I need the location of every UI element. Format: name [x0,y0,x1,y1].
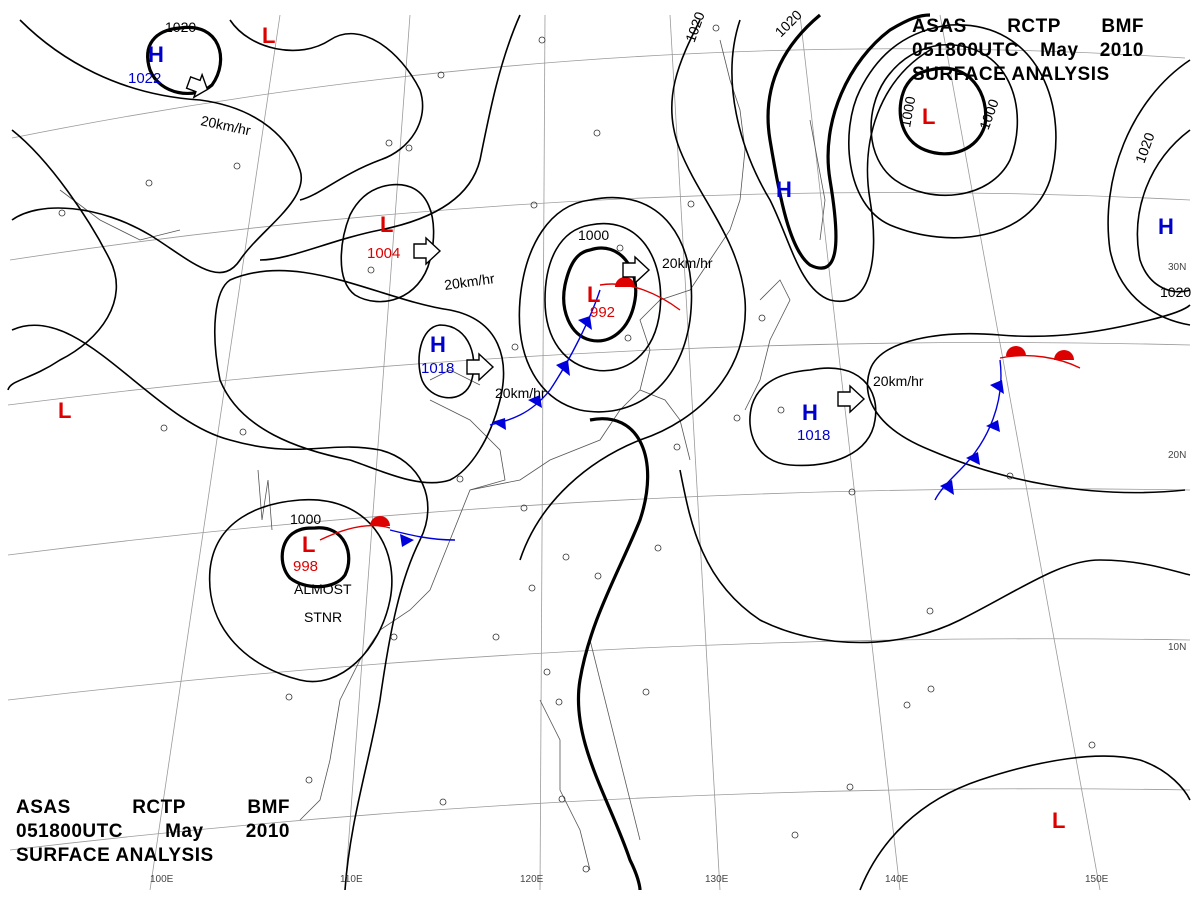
pressure-value: 1004 [367,245,400,262]
low-center: L [922,104,935,129]
title-line-2: 051800UTC May 2010 [16,820,290,844]
isobar-label: 1000 [290,511,321,527]
movement-label: 20km/hr [199,112,252,138]
isobars [7,13,1191,891]
title-code: RCTP [132,797,186,818]
lat-label: 30N [1168,262,1186,273]
title-code: BMF [1101,16,1144,37]
isobar-label: 1020 [682,9,708,44]
cold-front-triangle [400,534,414,547]
title-line-3: SURFACE ANALYSIS [16,845,214,866]
high-center: H [148,42,164,67]
title-month: May [1040,40,1079,61]
title-code: BMF [247,797,290,818]
high-center: H [430,332,446,357]
title-line-1: ASAS RCTP BMF [912,15,1144,39]
warm-front-bump [370,516,390,526]
lon-labels: 100E 110E 120E 130E 140E 150E [150,874,1109,885]
title-month: May [165,821,204,842]
coastlines [59,39,826,871]
cold-front-triangle [940,480,954,495]
cold-front-triangle [986,420,1000,432]
isobar-label: 1020 [1160,284,1191,300]
pressure-value: 1018 [797,427,830,444]
low-center: L [262,23,275,48]
cold-front-triangle [578,316,592,330]
low-center: L [1052,808,1065,833]
isobar-label: 1020 [165,19,196,35]
lon-label: 130E [705,874,729,885]
isobar-label: 1000 [976,97,1002,132]
pressure-value: 1018 [421,360,454,377]
movement-label: 20km/hr [495,385,546,401]
station-markers [58,24,1096,873]
pressure-systems: H 1022 L L 1004 H 1018 L 992 L H H H 101… [58,23,1174,833]
title-time: 051800UTC [16,821,123,842]
title-block-top-right: ASAS RCTP BMF 051800UTC May 2010 SURFACE… [912,15,1144,87]
movement-arrows [185,72,866,414]
title-year: 2010 [245,821,290,842]
lon-label: 120E [520,874,544,885]
warm-front-bump [1054,350,1074,360]
isobar-label: 1020 [1132,130,1158,165]
title-year: 2010 [1099,40,1144,61]
low-center: L [380,212,393,237]
movement-label: 20km/hr [443,270,496,293]
almost-stationary-note: ALMOST STNR [294,581,352,625]
movement-label: 20km/hr [873,373,924,389]
isobar-label: 1000 [897,95,918,129]
lat-label: 20N [1168,450,1186,461]
lon-label: 140E [885,874,909,885]
cold-front-triangle [492,418,506,430]
title-line-2: 051800UTC May 2010 [912,39,1144,63]
cold-front-triangle [966,452,980,465]
cold-front-triangle [556,360,570,376]
movement-label: 20km/hr [662,255,713,271]
cold-front-triangle [990,380,1004,394]
pressure-value: 1022 [128,70,161,87]
warm-front-bump [1006,346,1026,356]
graticule [7,14,1191,891]
isobar-label: 1000 [578,227,609,243]
low-center: L [58,398,71,423]
low-center: L [587,282,600,307]
title-line-3: SURFACE ANALYSIS [912,64,1110,85]
lon-label: 110E [340,874,363,885]
lat-label: 10N [1168,642,1186,653]
title-code: RCTP [1007,16,1061,37]
high-center: H [776,177,792,202]
title-time: 051800UTC [912,40,1019,61]
lon-label: 150E [1085,874,1109,885]
lon-label: 100E [150,874,174,885]
pressure-value: 998 [293,558,318,575]
note-almost: ALMOST [294,581,352,597]
fronts [319,277,1081,547]
cold-front-triangle [528,395,542,408]
pressure-value: 992 [590,304,615,321]
note-stnr: STNR [304,609,342,625]
high-center: H [1158,214,1174,239]
title-line-1: ASAS RCTP BMF [16,796,290,820]
movement-labels: 20km/hr 20km/hr 20km/hr 20km/hr 20km/hr [199,112,924,401]
warm-front-bump [615,277,635,287]
lat-labels: 30N 20N 10N [1168,262,1186,653]
title-code: ASAS [16,797,71,818]
low-center: L [302,532,315,557]
title-code: ASAS [912,16,967,37]
title-block-bottom-left: ASAS RCTP BMF 051800UTC May 2010 SURFACE… [16,796,290,868]
high-center: H [802,400,818,425]
